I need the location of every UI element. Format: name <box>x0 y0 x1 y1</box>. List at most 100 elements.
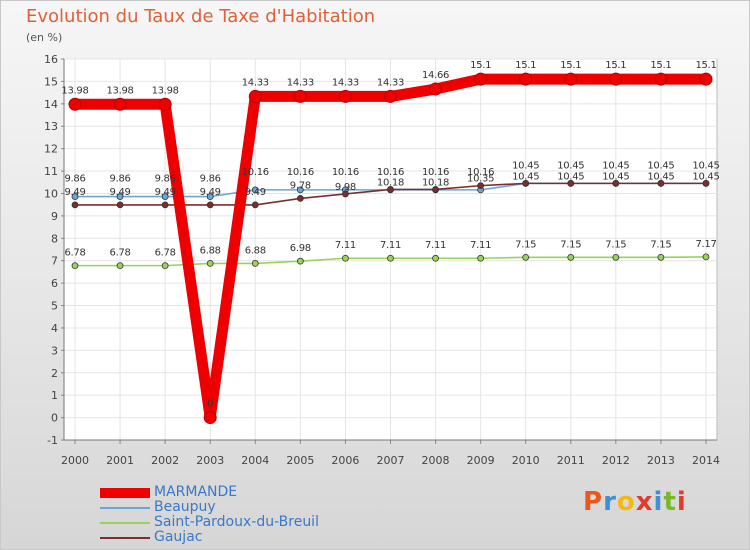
data-label-saint-pardoux-du-breuil: 7.15 <box>650 239 671 250</box>
x-tick-label: 2009 <box>467 454 495 467</box>
data-label-beaupuy: 10.45 <box>557 160 584 171</box>
data-label-saint-pardoux-du-breuil: 7.11 <box>425 240 446 251</box>
data-point-gaujac <box>206 201 214 209</box>
data-label-gaujac: 10.18 <box>377 177 404 188</box>
data-point-marmande <box>203 411 217 425</box>
x-tick-label: 2007 <box>376 454 404 467</box>
data-label-beaupuy: 10.16 <box>467 167 494 178</box>
data-label-beaupuy: 10.16 <box>242 167 269 178</box>
data-label-marmande: 14.33 <box>242 77 269 88</box>
data-point-gaujac <box>161 201 169 209</box>
x-tick-label: 2005 <box>286 454 314 467</box>
legend-label-gaujac: Gaujac <box>154 529 203 545</box>
data-label-marmande: 15.1 <box>695 60 716 71</box>
data-label-marmande: 15.1 <box>605 60 626 71</box>
data-point-saint-pardoux-du-breuil <box>71 262 79 270</box>
data-label-gaujac: 9.78 <box>290 180 311 191</box>
data-point-marmande <box>338 89 352 103</box>
data-point-marmande <box>68 97 82 111</box>
data-label-beaupuy: 9.86 <box>200 174 221 185</box>
data-label-gaujac: 9.49 <box>64 187 85 198</box>
y-tick-label: 7 <box>51 255 58 268</box>
data-label-beaupuy: 10.45 <box>512 160 539 171</box>
legend-swatch-marmande <box>100 488 150 498</box>
data-point-beaupuy <box>206 193 214 201</box>
data-label-gaujac: 10.45 <box>602 171 629 182</box>
data-label-marmande: 13.98 <box>106 85 133 96</box>
data-label-gaujac: 10.45 <box>512 171 539 182</box>
data-point-beaupuy <box>71 193 79 201</box>
data-label-marmande: 14.33 <box>287 77 314 88</box>
y-tick-label: 2 <box>51 367 58 380</box>
data-point-gaujac <box>116 201 124 209</box>
data-point-marmande <box>654 72 668 86</box>
y-tick-label: 14 <box>44 98 58 111</box>
logo-letter: o <box>616 487 636 517</box>
data-point-saint-pardoux-du-breuil <box>116 262 124 270</box>
data-point-saint-pardoux-du-breuil <box>251 259 259 267</box>
data-point-saint-pardoux-du-breuil <box>161 262 169 270</box>
data-label-gaujac: 9.98 <box>335 182 356 193</box>
data-label-beaupuy: 9.86 <box>110 174 131 185</box>
data-point-marmande <box>113 97 127 111</box>
data-label-marmande: 15.1 <box>515 60 536 71</box>
legend-label-saint-pardoux: Saint-Pardoux-du-Breuil <box>154 514 319 530</box>
y-tick-label: -1 <box>47 434 58 447</box>
data-label-saint-pardoux-du-breuil: 7.15 <box>605 239 626 250</box>
logo-letter: i <box>676 487 687 517</box>
data-label-marmande: 13.98 <box>152 85 179 96</box>
data-label-saint-pardoux-du-breuil: 6.98 <box>290 243 311 254</box>
data-label-beaupuy: 9.86 <box>155 174 176 185</box>
data-point-marmande <box>609 72 623 86</box>
data-point-gaujac <box>251 201 259 209</box>
x-tick-label: 2004 <box>241 454 269 467</box>
legend-swatch-beaupuy <box>100 507 150 509</box>
data-label-beaupuy: 10.16 <box>377 167 404 178</box>
data-point-beaupuy <box>116 193 124 201</box>
data-label-beaupuy: 10.16 <box>332 167 359 178</box>
x-tick-label: 2008 <box>422 454 450 467</box>
data-label-gaujac: 9.49 <box>155 187 176 198</box>
data-point-saint-pardoux-du-breuil <box>612 253 620 261</box>
data-label-gaujac: 10.45 <box>647 171 674 182</box>
data-point-gaujac <box>567 179 575 187</box>
data-point-beaupuy <box>161 193 169 201</box>
data-point-gaujac <box>71 201 79 209</box>
data-point-gaujac <box>432 186 439 193</box>
data-point-saint-pardoux-du-breuil <box>342 254 349 262</box>
data-point-saint-pardoux-du-breuil <box>657 253 665 261</box>
y-tick-label: 10 <box>44 187 58 200</box>
data-point-saint-pardoux-du-breuil <box>206 259 214 267</box>
legend-item-gaujac: Gaujac <box>100 529 360 546</box>
logo-letter: r <box>603 487 617 517</box>
data-point-marmande <box>383 89 397 103</box>
x-tick-label: 2012 <box>602 454 630 467</box>
data-point-gaujac <box>387 186 394 193</box>
x-tick-label: 2002 <box>151 454 179 467</box>
data-label-gaujac: 10.45 <box>692 171 719 182</box>
chart-title: Evolution du Taux de Taxe d'Habitation <box>26 6 376 27</box>
x-tick-label: 2003 <box>196 454 224 467</box>
logo-letter: x <box>635 487 654 517</box>
data-label-saint-pardoux-du-breuil: 7.15 <box>560 239 581 250</box>
data-label-gaujac: 10.45 <box>557 171 584 182</box>
y-tick-label: 9 <box>51 210 58 223</box>
data-point-marmande <box>293 89 307 103</box>
y-tick-label: 4 <box>51 322 58 335</box>
legend-swatch-gaujac <box>100 537 150 539</box>
data-point-gaujac <box>657 179 665 187</box>
y-tick-label: 5 <box>51 300 58 313</box>
data-label-gaujac: 9.49 <box>200 187 221 198</box>
data-label-beaupuy: 10.16 <box>287 167 314 178</box>
data-point-saint-pardoux-du-breuil <box>296 257 304 265</box>
y-axis-unit: (en %) <box>26 31 63 44</box>
data-point-saint-pardoux-du-breuil <box>477 254 485 262</box>
logo-letter: P <box>583 487 604 517</box>
data-label-saint-pardoux-du-breuil: 6.78 <box>155 248 176 259</box>
data-point-gaujac <box>612 179 620 187</box>
data-label-saint-pardoux-du-breuil: 6.88 <box>200 245 221 256</box>
data-point-gaujac <box>522 179 530 187</box>
legend-swatch-saint-pardoux <box>100 522 150 524</box>
data-label-beaupuy: 10.45 <box>692 160 719 171</box>
data-label-marmande: 13.98 <box>61 85 88 96</box>
